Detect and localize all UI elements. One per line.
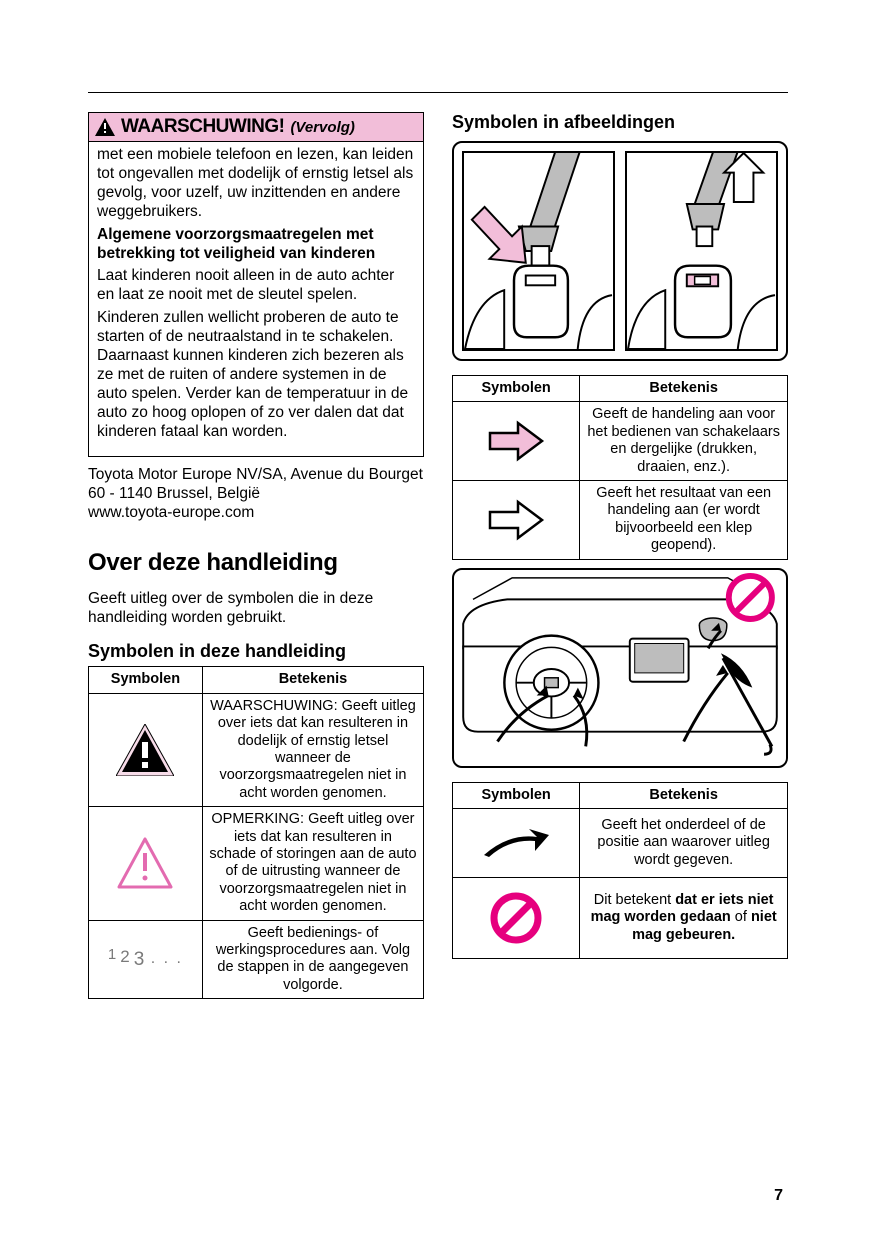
caution-outline-icon bbox=[116, 837, 174, 889]
seatbelt-release-svg bbox=[627, 153, 776, 349]
manufacturer-address: Toyota Motor Europe NV/SA, Avenue du Bou… bbox=[88, 465, 424, 523]
dashboard-figure bbox=[452, 568, 788, 768]
warning-triangle-icon bbox=[95, 118, 115, 136]
t3r2-mid: of bbox=[731, 909, 751, 925]
warning-para1: met een mobiele telefoon en lezen, kan l… bbox=[97, 146, 415, 222]
warning-title: WAARSCHUWING! bbox=[121, 116, 284, 138]
seatbelt-figure bbox=[452, 141, 788, 361]
right-column: Symbolen in afbeeldingen bbox=[452, 112, 788, 999]
prohibit-icon bbox=[488, 890, 544, 946]
table2-row1-icon bbox=[453, 402, 580, 481]
t3r2-pre: Dit betekent bbox=[594, 892, 675, 908]
symbols-table-manual: Symbolen Betekenis WAARSCHUWING: Geeft u… bbox=[88, 666, 424, 999]
warning-solid-icon bbox=[116, 724, 174, 776]
table1-row1-meaning: WAARSCHUWING: Geeft uitleg over iets dat… bbox=[202, 693, 423, 806]
address-line2: www.toyota-europe.com bbox=[88, 503, 424, 522]
address-line1: Toyota Motor Europe NV/SA, Avenue du Bou… bbox=[88, 465, 424, 504]
section-title: Over deze handleiding bbox=[88, 549, 424, 577]
right-heading: Symbolen in afbeeldingen bbox=[452, 112, 788, 133]
table1-row3-meaning: Geeft bedienings- of werkingsprocedures … bbox=[202, 920, 423, 999]
seatbelt-insert-svg bbox=[464, 153, 613, 349]
table3-row1-icon bbox=[453, 808, 580, 877]
table1-row1-icon bbox=[89, 693, 203, 806]
pink-arrow-icon bbox=[484, 419, 548, 463]
warning-header: WAARSCHUWING! (Vervolg) bbox=[89, 113, 423, 142]
page-content: WAARSCHUWING! (Vervolg) met een mobiele … bbox=[88, 92, 788, 999]
table3-col-mean: Betekenis bbox=[580, 782, 788, 808]
warning-box: WAARSCHUWING! (Vervolg) met een mobiele … bbox=[88, 112, 424, 457]
table3-col-sym: Symbolen bbox=[453, 782, 580, 808]
table2-row2-icon bbox=[453, 480, 580, 559]
section-lead: Geeft uitleg over de symbolen die in dez… bbox=[88, 589, 424, 628]
warning-para2: Laat kinderen nooit alleen in de auto ac… bbox=[97, 267, 415, 305]
dashboard-svg bbox=[454, 570, 786, 766]
warning-body: met een mobiele telefoon en lezen, kan l… bbox=[89, 142, 423, 456]
swoosh-arrow-icon bbox=[479, 823, 553, 863]
warning-suffix: (Vervolg) bbox=[290, 119, 354, 136]
table2-row1-meaning: Geeft de handeling aan voor het bedienen… bbox=[580, 402, 788, 481]
symbols-table-indicators: Symbolen Betekenis Geeft het onderdeel o… bbox=[452, 782, 788, 959]
warning-para3: Kinderen zullen wellicht proberen de aut… bbox=[97, 309, 415, 441]
table1-heading: Symbolen in deze handleiding bbox=[88, 641, 424, 662]
table3-row1-meaning: Geeft het onderdeel of de positie aan wa… bbox=[580, 808, 788, 877]
table3-row2-meaning: Dit betekent dat er iets niet mag worden… bbox=[580, 877, 788, 958]
table1-row2-meaning: OPMERKING: Geeft uitleg over iets dat ka… bbox=[202, 807, 423, 920]
table1-col-mean: Betekenis bbox=[202, 667, 423, 693]
symbols-table-arrows: Symbolen Betekenis Geeft de handeling aa… bbox=[452, 375, 788, 560]
warning-subheading: Algemene voorzorgsmaatregelen met betrek… bbox=[97, 226, 415, 264]
seatbelt-insert-panel bbox=[462, 151, 615, 351]
table1-row2-icon bbox=[89, 807, 203, 920]
left-column: WAARSCHUWING! (Vervolg) met een mobiele … bbox=[88, 112, 424, 999]
steps-icon: 123 . . . bbox=[95, 946, 196, 972]
table2-col-sym: Symbolen bbox=[453, 376, 580, 402]
table1-col-sym: Symbolen bbox=[89, 667, 203, 693]
table3-row2-icon bbox=[453, 877, 580, 958]
table2-row2-meaning: Geeft het resultaat van een handeling aa… bbox=[580, 480, 788, 559]
seatbelt-release-panel bbox=[625, 151, 778, 351]
table2-col-mean: Betekenis bbox=[580, 376, 788, 402]
table1-row3-icon: 123 . . . bbox=[89, 920, 203, 999]
page-number: 7 bbox=[774, 1187, 783, 1205]
white-arrow-icon bbox=[484, 498, 548, 542]
